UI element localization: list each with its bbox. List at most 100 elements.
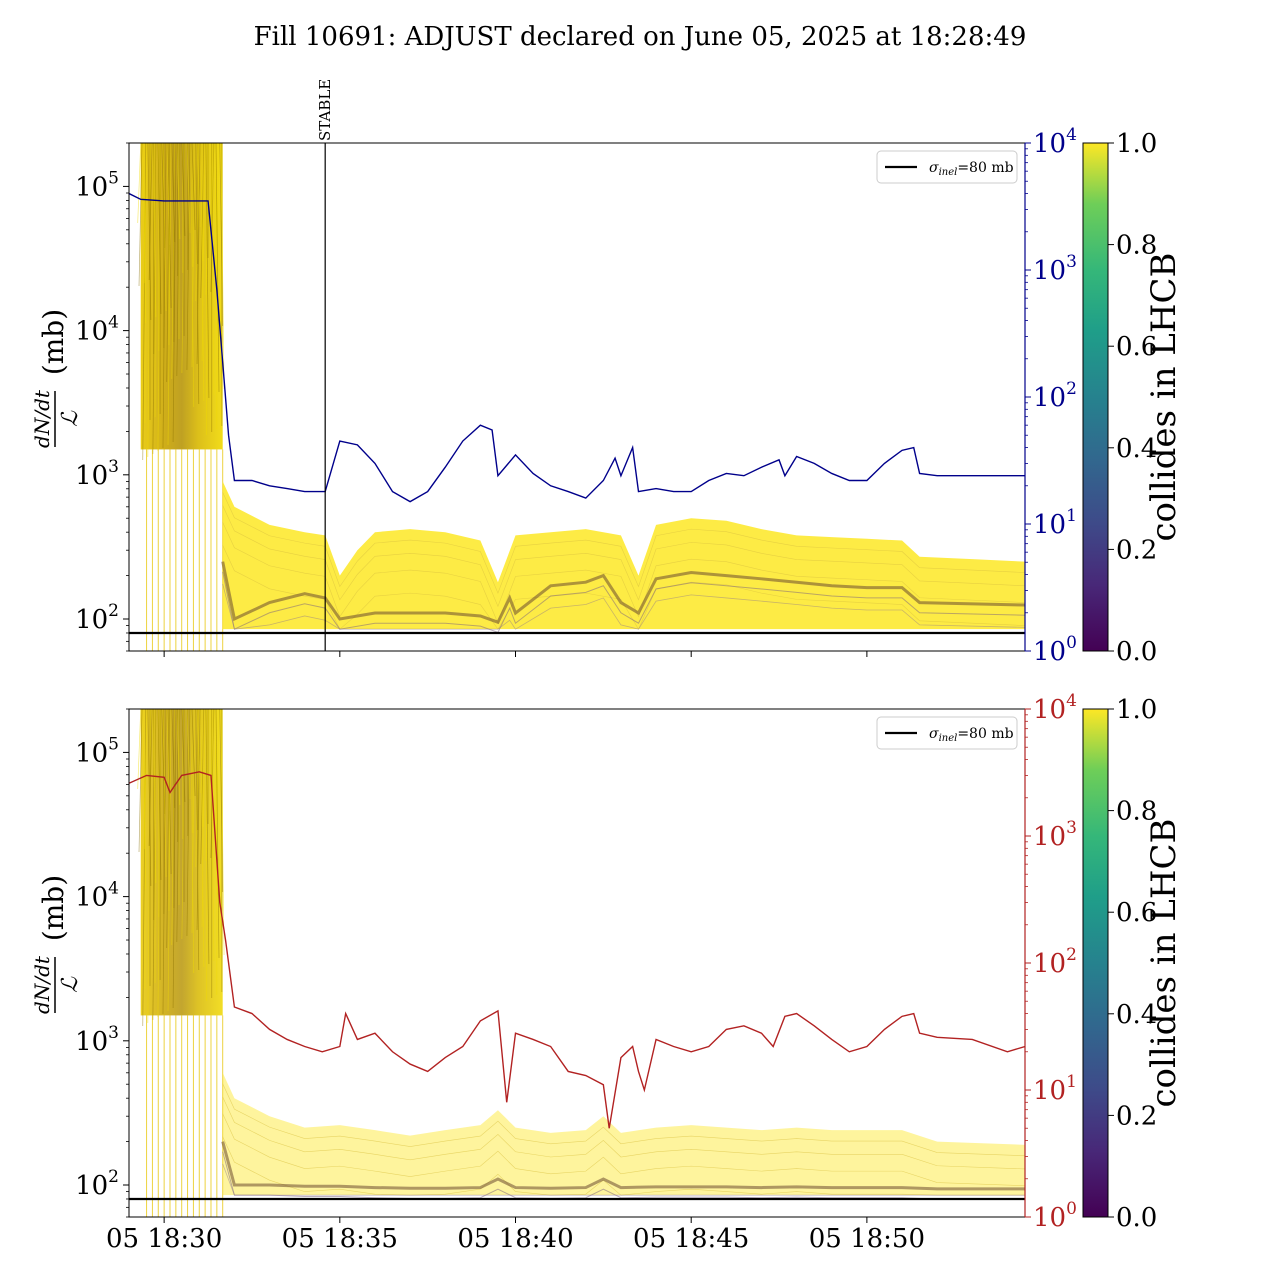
bunch-trace (191, 143, 196, 368)
colorbar-tick-label: 0.0 (1116, 1203, 1157, 1233)
bunch-band (222, 481, 1025, 630)
median-trace (222, 1151, 1025, 1200)
bunch-trace (162, 143, 167, 449)
x-tick-label: 05 18:50 (809, 1224, 925, 1254)
y-tick-label: 105 (75, 168, 119, 202)
bunch-trace (148, 143, 153, 281)
y-axis-label: dN/dt ℒ (mb) (30, 875, 83, 1014)
colorbar-label: collides in LHCB (1144, 818, 1184, 1107)
bunch-trace (220, 143, 225, 390)
bunch-trace (205, 143, 210, 399)
bunch-trace (181, 709, 186, 803)
bunch-trace (215, 709, 220, 959)
y-axis-label: dN/dt ℒ (mb) (30, 309, 83, 448)
colorbar-tick-label: 1.0 (1116, 695, 1157, 725)
y-tick-label: 103 (75, 457, 119, 491)
bunch-trace (186, 143, 191, 371)
y-label-numerator: dN/dt (30, 389, 54, 448)
bunch-trace (143, 143, 148, 284)
y-tick-label: 102 (75, 601, 119, 635)
legend: σinel=80 mb (876, 716, 1018, 750)
bunch-trace (181, 143, 186, 237)
panel-bottom: 102 103 104 105 100 101 102 103 104 05 18:30 05 18… (30, 691, 1184, 1254)
bunch-trace (137, 709, 142, 790)
x-tick-label: 05 18:30 (106, 1224, 222, 1254)
bunch-trace (172, 143, 177, 443)
y2-tick-label: 103 (1033, 252, 1077, 286)
colorbar: 0.0 0.2 0.4 0.6 0.8 1.0 collides in LHCB (1082, 695, 1184, 1233)
bunch-trace (190, 143, 195, 408)
bunch-trace (152, 709, 157, 884)
bunch-trace (222, 1136, 1025, 1196)
y-tick-label: 103 (75, 1023, 119, 1057)
secondary-series-line (129, 192, 1025, 503)
bunch-trace (200, 143, 205, 402)
colorbar-tick-label: 0.6 (1116, 332, 1157, 362)
bunch-trace (171, 143, 176, 243)
bunch-trace (186, 709, 191, 937)
bunch-trace (205, 709, 210, 965)
median-trace (221, 561, 1025, 625)
y2-tick-label: 104 (1033, 691, 1077, 725)
bunch-trace (195, 709, 200, 971)
bunch-trace (196, 143, 201, 228)
y-label-denominator: ℒ (58, 410, 83, 427)
y2-tick-label: 100 (1033, 633, 1077, 667)
y-label-unit: (mb) (37, 875, 70, 941)
bunch-trace (162, 709, 167, 1015)
panel-top: STABLE 102 103 104 105 100 101 102 103 104 dN/dt ℒ (… (30, 79, 1184, 667)
y2-tick-label: 102 (1033, 379, 1077, 413)
bunch-trace (196, 709, 201, 931)
bunch-trace (210, 709, 215, 962)
y-tick-label: 104 (75, 879, 119, 913)
bunch-trace (157, 143, 162, 315)
legend-label: σinel=80 mb (929, 160, 1014, 178)
legend-box (876, 716, 1018, 750)
legend: σinel=80 mb (876, 150, 1018, 184)
bunch-trace (161, 143, 166, 249)
legend-label: σinel=80 mb (929, 726, 1014, 744)
colorbar-tick-label: 0.8 (1116, 797, 1157, 827)
bunch-trace (152, 143, 157, 318)
bunch-trace (195, 143, 200, 405)
colorbar-tick-label: 0.6 (1116, 898, 1157, 928)
y-tick-label: 105 (75, 734, 119, 768)
bunch-trace (186, 709, 191, 800)
bunch-trace (162, 143, 167, 312)
bunch-trace (219, 143, 224, 327)
x-tick-label: 05 18:45 (633, 1224, 749, 1254)
y-label-unit: (mb) (37, 309, 70, 375)
bunch-trace (222, 1083, 1025, 1157)
bunch-trace (171, 709, 176, 809)
colorbar-gradient (1082, 708, 1109, 1218)
bunch-trace (215, 143, 220, 290)
median-trace (222, 583, 1025, 630)
bunch-trace (148, 709, 153, 847)
bunch-trace (138, 143, 143, 287)
colorbar-tick-label: 1.0 (1116, 129, 1157, 159)
bunch-trace (219, 709, 224, 893)
legend-box (876, 150, 1018, 184)
bunch-trace (143, 709, 148, 850)
bunch-trace (191, 709, 196, 934)
bunch-trace (200, 709, 205, 968)
y2-tick-label: 104 (1033, 125, 1077, 159)
median-trace (222, 1163, 1025, 1196)
bunch-trace (215, 709, 220, 856)
bunch-trace (222, 505, 1025, 608)
colorbar-tick-label: 0.2 (1116, 535, 1157, 565)
bunch-trace (138, 709, 143, 853)
bunch-trace (162, 709, 167, 878)
y2-tick-label: 103 (1033, 818, 1077, 852)
bunch-trace (222, 1113, 1025, 1187)
bunch-trace (167, 143, 172, 309)
y-label-denominator: ℒ (58, 976, 83, 993)
median-trace (222, 571, 1025, 634)
plot-area (129, 709, 1025, 1217)
y-tick-label: 102 (75, 1167, 119, 1201)
bunch-trace (172, 709, 177, 1009)
bunch-trace (186, 143, 191, 234)
colorbar-tick-label: 0.4 (1116, 434, 1157, 464)
bunch-trace (167, 143, 172, 446)
bunch-trace (201, 709, 206, 928)
